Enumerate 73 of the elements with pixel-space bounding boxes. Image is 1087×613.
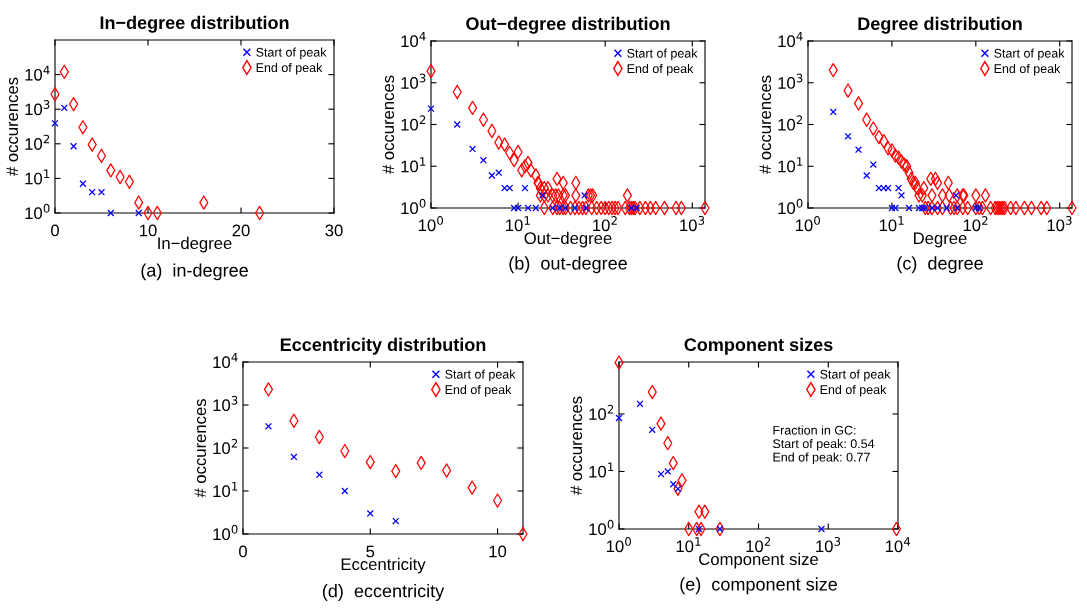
y-tick-label: 10$^{2}$ [25,134,50,150]
legend-label: Start of peak [256,47,327,60]
chart-title: Component sizes [684,337,833,355]
x-tick-label: 5 [366,545,375,558]
y-tick-label: 10$^{2}$ [213,438,238,455]
y-tick-label: 10$^{4}$ [401,32,426,48]
y-axis-title: # occurences [382,75,395,174]
legend-label: Start of peak [994,48,1065,61]
x-axis-title: Component size [699,552,818,569]
x-tick-label: 10$^{3}$ [1047,216,1072,232]
chart-title: Eccentricity distribution [280,337,486,355]
y-axis-title: # occurences [570,396,583,495]
chart-title: In−degree distribution [100,15,289,33]
legend-label: End of peak [994,63,1061,76]
y-tick-label: 10$^{0}$ [25,203,50,220]
y-axis-title: # occurences [6,77,19,176]
y-tick-label: 10$^{1}$ [401,157,426,173]
x-tick-label: 20 [232,224,250,237]
y-tick-label: 10$^{0}$ [778,198,803,215]
y-tick-label: 10$^{3}$ [25,100,50,116]
text: (a) in-degree [141,263,248,281]
x-tick-label: 10$^{0}$ [606,537,632,553]
x-tick-label: 10$^{0}$ [418,216,444,232]
x-tick-label: 10$^{2}$ [746,537,771,553]
legend-label: End of peak [256,62,323,75]
chart-title: Out−degree distribution [466,16,670,34]
annotation: Fraction in GC: Start of peak: 0.54 End of peak: 0.77 [773,425,875,465]
text: (b) out-degree [509,256,627,274]
x-tick-label: 10$^{4}$ [885,537,911,553]
y-tick-label: 10$^{1}$ [213,482,238,498]
y-tick-label: 10$^{4}$ [25,65,50,81]
x-tick-label: 10$^{0}$ [795,216,821,232]
x-tick-label: 10$^{1}$ [506,216,530,232]
x-tick-label: 10 [489,545,507,558]
y-axis-title: # occurences [759,75,772,174]
y-tick-label: 10$^{2}$ [589,404,614,421]
chart-title: Degree distribution [858,16,1022,34]
legend-label: End of peak [445,384,512,397]
x-tick-label: 0 [239,545,247,558]
legend-label: End of peak [820,384,887,397]
x-tick-label: 10$^{1}$ [676,537,701,553]
text: (e) component size [680,577,837,595]
y-tick-label: 10$^{1}$ [25,169,50,185]
y-tick-label: 10$^{4}$ [213,353,238,369]
y-tick-label: 10$^{2}$ [401,115,426,131]
y-tick-label: 10$^{0}$ [213,524,238,541]
y-tick-label: 10$^{4}$ [778,32,803,48]
x-tick-label: 10$^{1}$ [879,216,904,232]
x-tick-label: 10$^{3}$ [816,537,841,553]
legend-label: Start of peak [820,369,891,382]
legend-label: End of peak [627,63,694,76]
y-tick-label: 10$^{2}$ [778,115,803,131]
y-axis-title: # occurences [194,399,207,498]
y-tick-label: 10$^{0}$ [401,198,426,215]
x-tick-label: 10$^{3}$ [680,216,705,232]
x-tick-label: 0 [51,224,59,237]
legend-label: Start of peak [627,48,698,61]
x-axis-title: Out−degree [524,231,612,248]
x-axis-title: In−degree [158,236,232,253]
y-tick-label: 10$^{1}$ [589,462,614,478]
y-tick-label: 10$^{1}$ [778,157,803,173]
x-tick-label: 10 [140,224,157,237]
y-tick-label: 10$^{3}$ [401,73,426,89]
x-tick-label: 10$^{2}$ [963,216,988,232]
x-axis-title: Eccentricity [341,557,426,574]
legend-label: Start of peak [445,369,516,382]
text: (d) eccentricity [322,584,445,601]
y-tick-label: 10$^{3}$ [778,73,803,89]
y-tick-label: 10$^{3}$ [213,395,238,412]
text: (c) degree [897,256,983,274]
x-axis-title: Degree [914,232,967,248]
y-tick-label: 10$^{0}$ [589,519,614,536]
x-tick-label: 30 [325,224,343,237]
